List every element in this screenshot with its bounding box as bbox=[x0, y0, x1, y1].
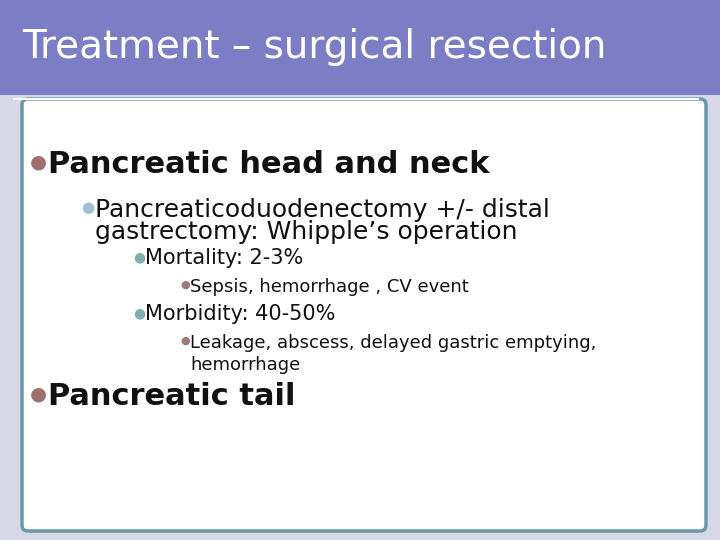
Text: ●: ● bbox=[180, 280, 190, 290]
Text: Leakage, abscess, delayed gastric emptying,: Leakage, abscess, delayed gastric emptyi… bbox=[190, 334, 596, 352]
Text: ●: ● bbox=[30, 152, 47, 171]
Text: ●: ● bbox=[30, 384, 47, 403]
Text: Sepsis, hemorrhage , CV event: Sepsis, hemorrhage , CV event bbox=[190, 278, 469, 296]
Text: ●: ● bbox=[133, 306, 145, 320]
FancyBboxPatch shape bbox=[22, 99, 706, 531]
Text: Mortality: 2-3%: Mortality: 2-3% bbox=[145, 248, 303, 268]
Text: Pancreaticoduodenectomy +/- distal: Pancreaticoduodenectomy +/- distal bbox=[95, 198, 550, 222]
Text: gastrectomy: Whipple’s operation: gastrectomy: Whipple’s operation bbox=[95, 220, 518, 244]
Text: Treatment – surgical resection: Treatment – surgical resection bbox=[22, 29, 606, 66]
Text: ●: ● bbox=[180, 336, 190, 346]
Text: Pancreatic tail: Pancreatic tail bbox=[48, 382, 295, 411]
Bar bbox=[0, 0, 720, 95]
Text: Pancreatic head and neck: Pancreatic head and neck bbox=[48, 150, 490, 179]
Text: ●: ● bbox=[81, 200, 94, 215]
Text: ●: ● bbox=[133, 250, 145, 264]
Text: hemorrhage: hemorrhage bbox=[190, 356, 300, 374]
Text: Morbidity: 40-50%: Morbidity: 40-50% bbox=[145, 304, 336, 324]
